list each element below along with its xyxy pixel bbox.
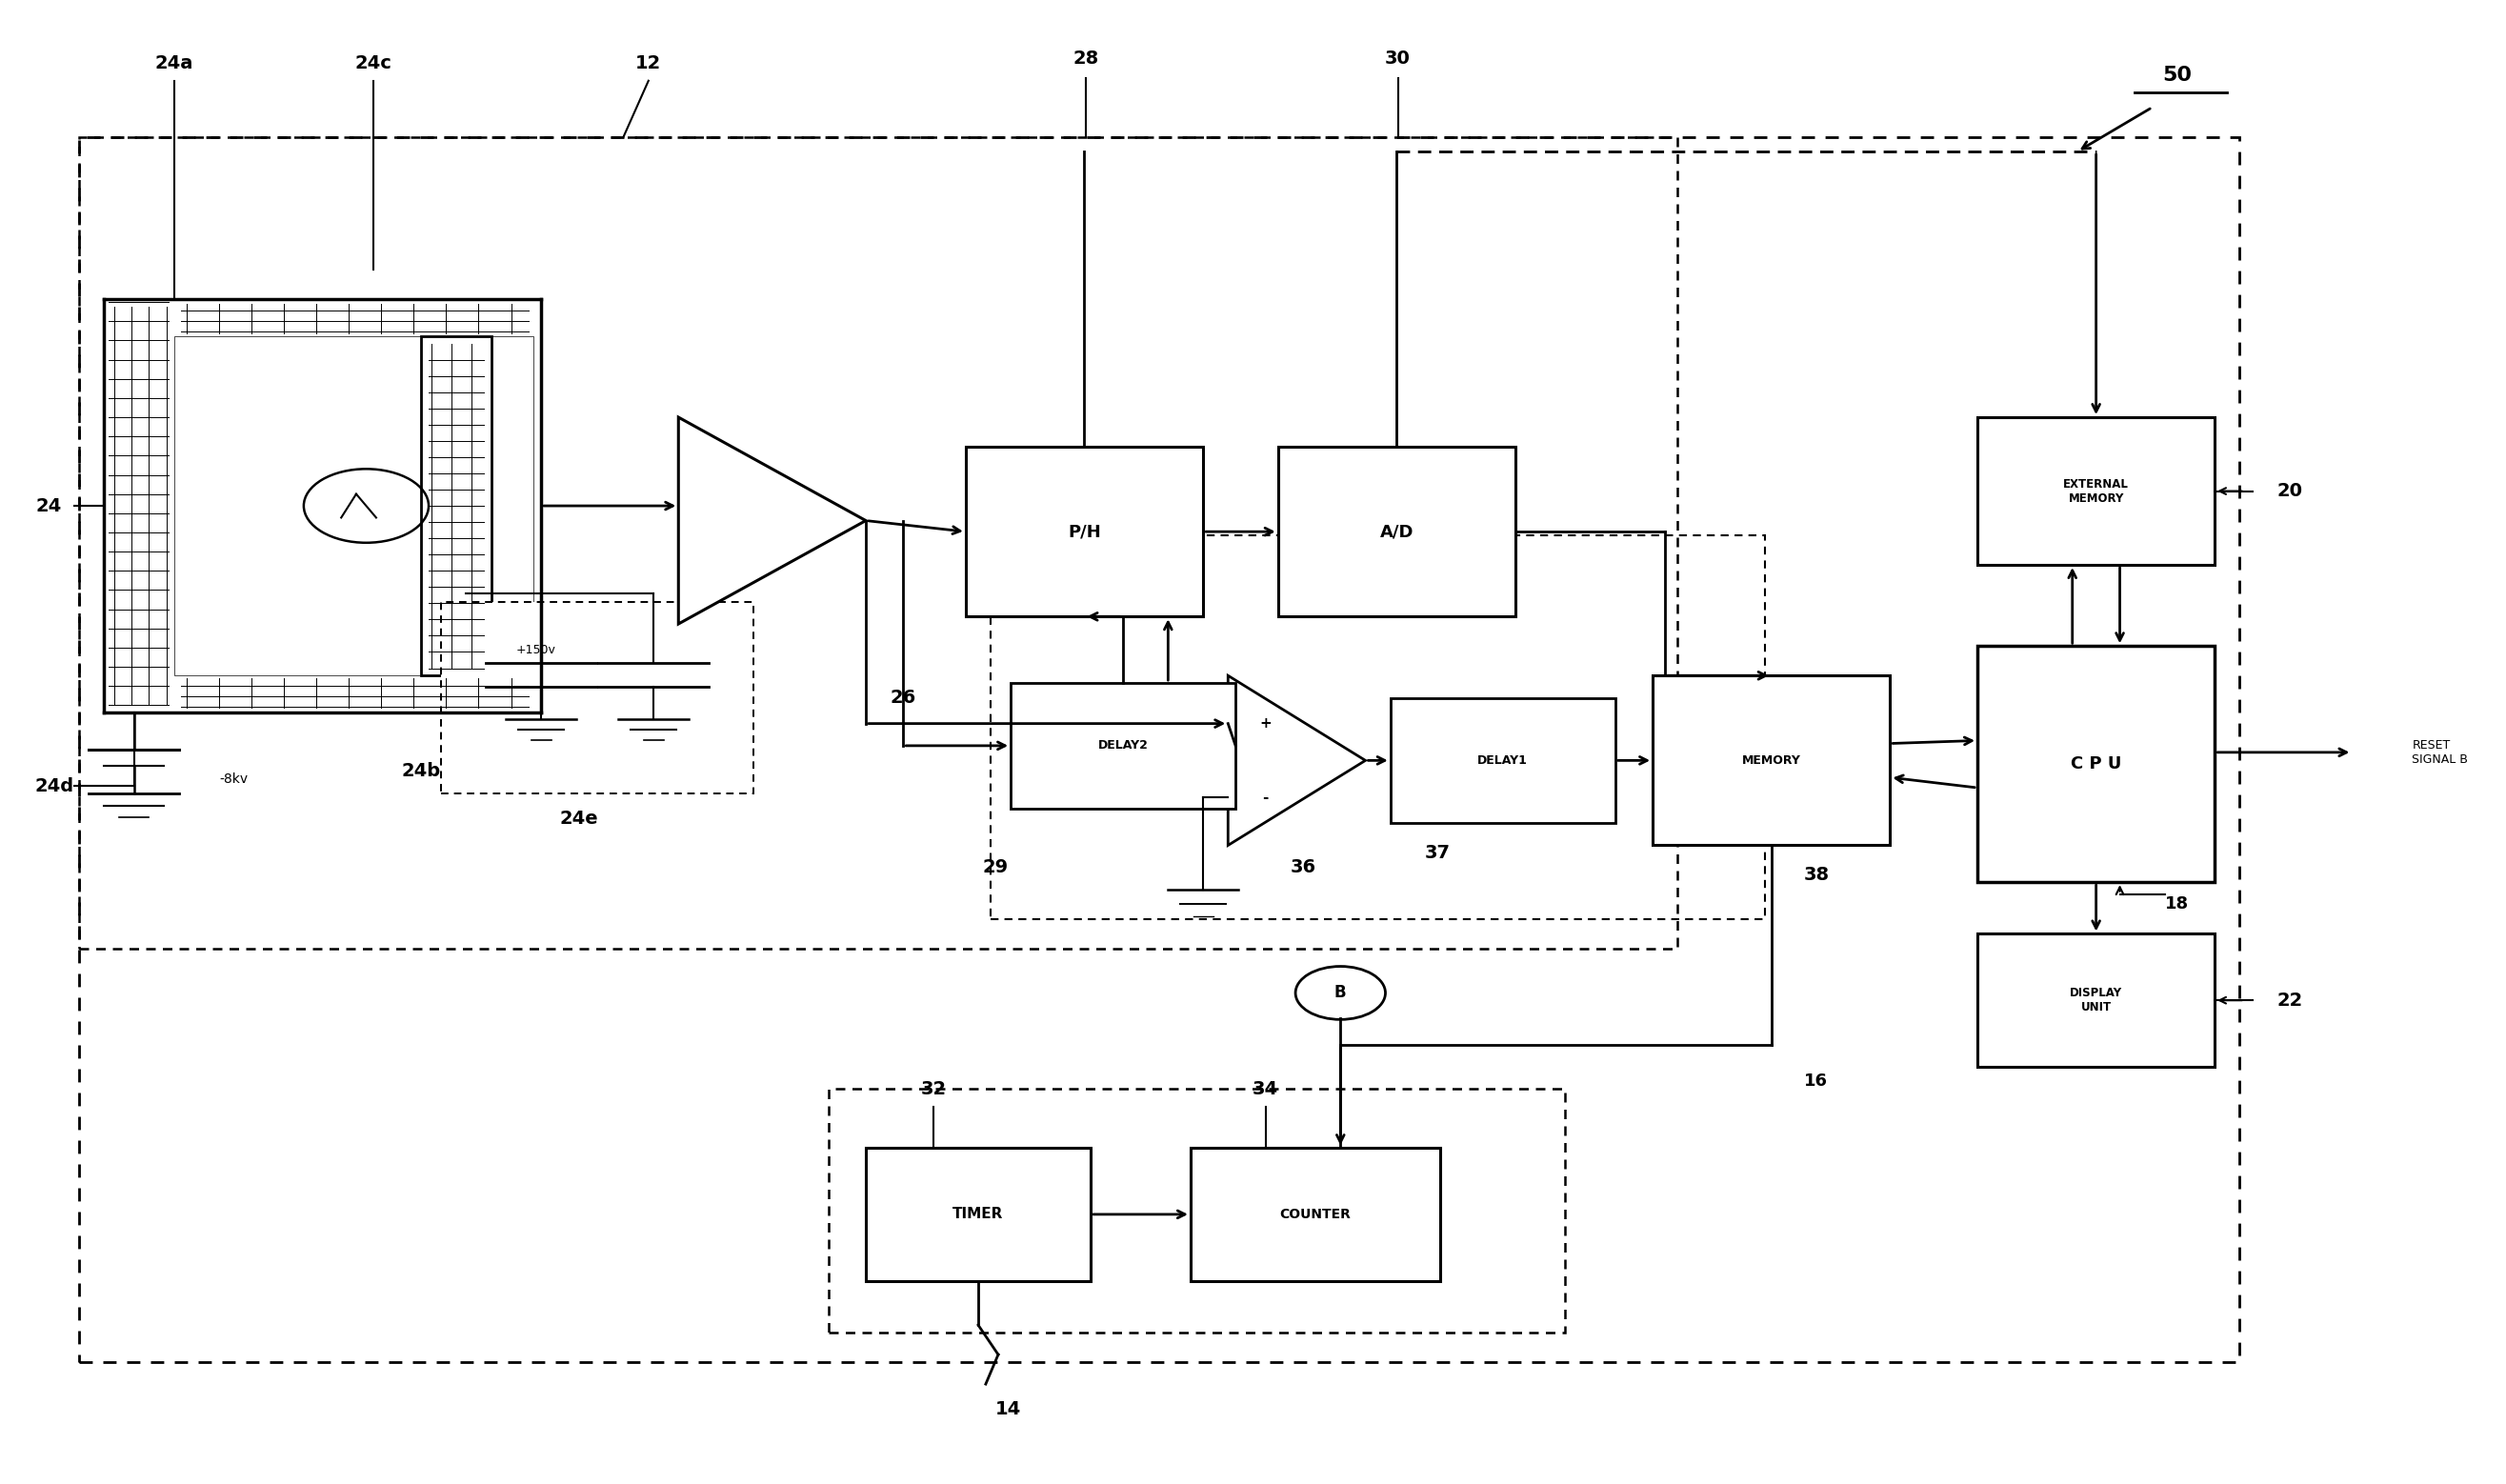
Text: 24a: 24a xyxy=(155,53,193,73)
Bar xyxy=(1391,697,1616,824)
Text: 34: 34 xyxy=(1253,1080,1278,1098)
Text: 22: 22 xyxy=(2278,991,2303,1009)
Text: +: + xyxy=(1261,717,1271,730)
Text: A/D: A/D xyxy=(1381,522,1413,540)
Text: 20: 20 xyxy=(2278,482,2303,500)
Bar xyxy=(1977,933,2215,1067)
Text: +150v: +150v xyxy=(516,644,556,656)
Text: 32: 32 xyxy=(920,1080,947,1098)
Text: 38: 38 xyxy=(1804,865,1829,884)
Text: 37: 37 xyxy=(1426,844,1451,862)
Polygon shape xyxy=(1228,675,1366,846)
Text: -: - xyxy=(1263,789,1268,804)
Bar xyxy=(1278,447,1516,616)
Text: 18: 18 xyxy=(2165,896,2190,913)
Text: B: B xyxy=(1333,984,1346,1002)
Bar xyxy=(965,447,1203,616)
Text: 16: 16 xyxy=(1804,1073,1829,1091)
Bar xyxy=(421,335,491,675)
Text: 36: 36 xyxy=(1291,858,1316,877)
Text: 24e: 24e xyxy=(559,810,599,828)
Bar xyxy=(1010,683,1235,809)
Text: 26: 26 xyxy=(890,689,917,706)
Bar xyxy=(173,335,534,675)
Text: 24: 24 xyxy=(35,497,63,515)
Bar xyxy=(78,137,1677,948)
Text: 14: 14 xyxy=(995,1399,1020,1419)
Text: 24b: 24b xyxy=(401,763,441,781)
Text: -8kv: -8kv xyxy=(221,772,248,785)
Text: COUNTER: COUNTER xyxy=(1281,1208,1351,1221)
Bar xyxy=(1977,646,2215,881)
Text: DISPLAY
UNIT: DISPLAY UNIT xyxy=(2070,987,2123,1014)
Text: P/H: P/H xyxy=(1068,522,1100,540)
Bar xyxy=(1190,1149,1441,1281)
Bar xyxy=(865,1149,1090,1281)
Text: 12: 12 xyxy=(637,53,662,73)
Text: 30: 30 xyxy=(1386,49,1411,68)
Text: TIMER: TIMER xyxy=(952,1206,1002,1221)
Bar xyxy=(1977,417,2215,565)
Bar xyxy=(441,603,754,794)
Text: MEMORY: MEMORY xyxy=(1742,754,1802,767)
Bar xyxy=(1651,675,1890,846)
Text: DELAY1: DELAY1 xyxy=(1479,754,1529,767)
Text: 28: 28 xyxy=(1073,49,1098,68)
Bar xyxy=(78,137,2240,1362)
Polygon shape xyxy=(679,417,865,623)
Text: 24c: 24c xyxy=(356,53,393,73)
Text: RESET
SIGNAL B: RESET SIGNAL B xyxy=(2413,739,2468,766)
Bar xyxy=(990,536,1764,919)
Text: EXTERNAL
MEMORY: EXTERNAL MEMORY xyxy=(2062,478,2130,505)
Text: C P U: C P U xyxy=(2070,755,2123,773)
Text: 29: 29 xyxy=(982,858,1007,877)
Text: DELAY2: DELAY2 xyxy=(1098,739,1148,752)
Text: 50: 50 xyxy=(2163,65,2193,85)
Text: 24d: 24d xyxy=(35,778,73,795)
Bar xyxy=(829,1089,1566,1333)
